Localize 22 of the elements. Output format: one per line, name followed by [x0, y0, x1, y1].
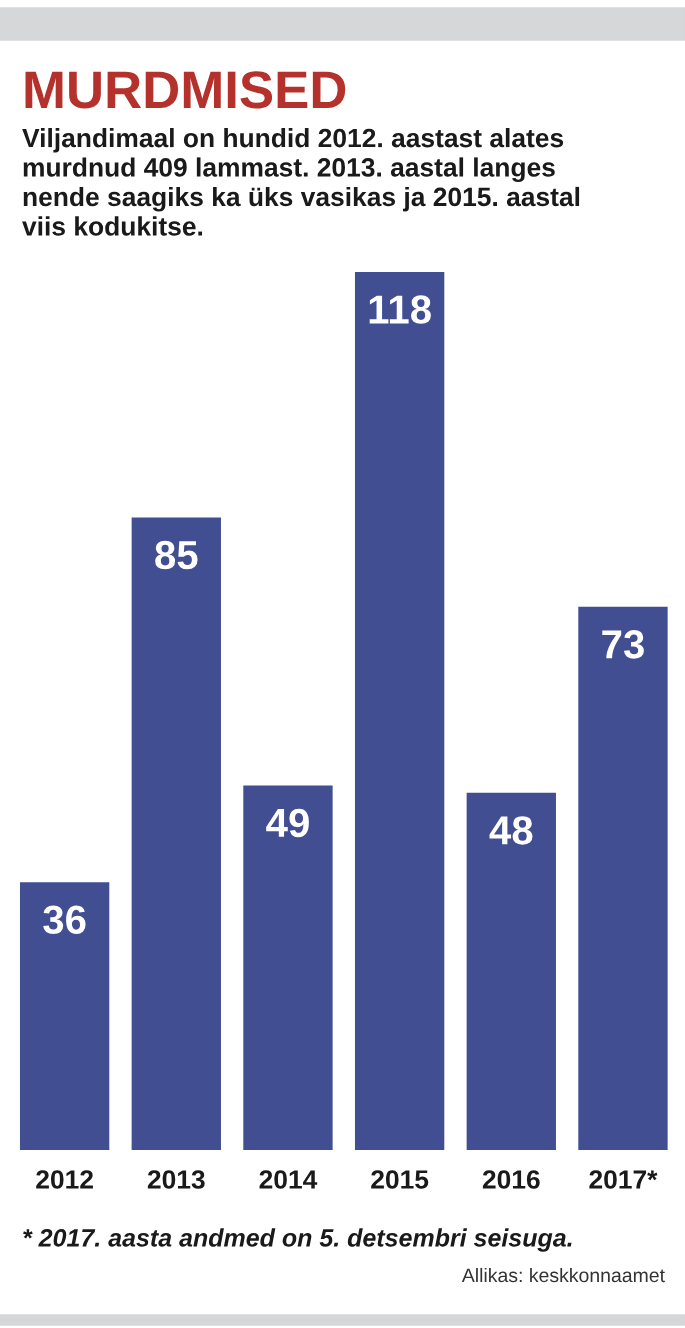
- bar: [578, 606, 668, 1150]
- text: * 2017. aasta andmed on 5. detsembri seisuga.: [23, 1228, 572, 1252]
- bar: [19, 882, 110, 1150]
- data-label: 48: [489, 816, 533, 845]
- x-tick-label: 2013: [147, 1170, 205, 1189]
- x-tick-label: 2014: [259, 1170, 318, 1189]
- x-tick-label: 2015: [371, 1170, 429, 1189]
- data-label: 49: [266, 808, 309, 838]
- x-tick-label: 2017*: [589, 1170, 658, 1189]
- bar: [354, 272, 445, 1150]
- bar: [466, 792, 556, 1150]
- data-label: 118: [369, 295, 431, 324]
- x-tick-label: 2016: [482, 1170, 540, 1189]
- data-label: 36: [43, 905, 86, 934]
- text: Allikas: keskkonnaamet: [461, 1267, 665, 1283]
- bar: [243, 785, 333, 1150]
- x-tick-label: 2012: [36, 1170, 93, 1189]
- chart-title: MURDMISED: [25, 71, 346, 109]
- data-label: 85: [155, 540, 198, 570]
- bar: [131, 517, 221, 1150]
- data-label: 73: [602, 630, 644, 659]
- chart-subtitle: Viljandimaal on hundid 2012. aastast alates murdnud 409 lammast. 2013. aastal langes nende saagiks ka üks vasikas ja 2015. aastal viis kodukitse.: [22, 128, 580, 236]
